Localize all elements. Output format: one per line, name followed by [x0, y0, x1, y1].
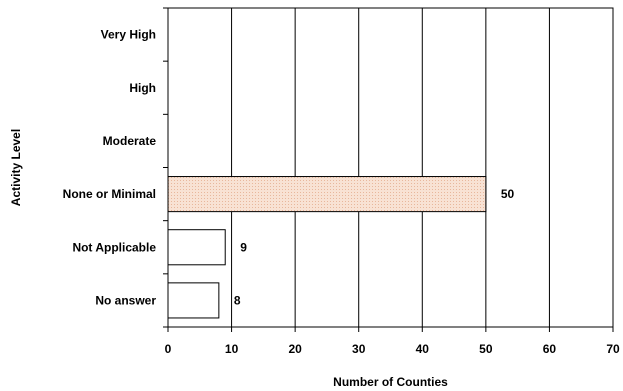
x-tick-label: 0: [165, 342, 172, 356]
category-label: No answer: [95, 293, 156, 307]
category-label: None or Minimal: [63, 187, 156, 201]
x-tick-label: 50: [479, 342, 493, 356]
category-labels: Very High High Moderate None or Minimal Not …: [63, 28, 157, 308]
y-axis-ticks: [163, 7, 168, 328]
plot-area: [167, 7, 614, 328]
category-label: Moderate: [103, 134, 157, 148]
category-label: Very High: [101, 28, 156, 42]
category-label: Not Applicable: [72, 240, 156, 254]
data-labels: 50 9 8: [234, 187, 515, 307]
x-tick-label: 10: [225, 342, 239, 356]
data-label: 9: [240, 240, 247, 254]
x-tick-label: 40: [416, 342, 430, 356]
x-tick-label: 20: [288, 342, 302, 356]
data-label: 8: [234, 293, 241, 307]
x-tick-label: 60: [543, 342, 557, 356]
x-axis-ticks: 0 10 20 30 40 50 60 70: [165, 327, 620, 356]
bar: [167, 176, 487, 213]
bars: [167, 176, 487, 319]
gridlines: [231, 8, 550, 327]
y-axis-title: Activity Level: [9, 129, 23, 206]
bar: [167, 282, 220, 319]
data-label: 50: [501, 187, 515, 201]
bar: [167, 229, 226, 266]
x-tick-label: 30: [352, 342, 366, 356]
category-label: High: [129, 81, 156, 95]
x-tick-label: 70: [606, 342, 620, 356]
x-axis-title: Number of Counties: [333, 375, 448, 389]
